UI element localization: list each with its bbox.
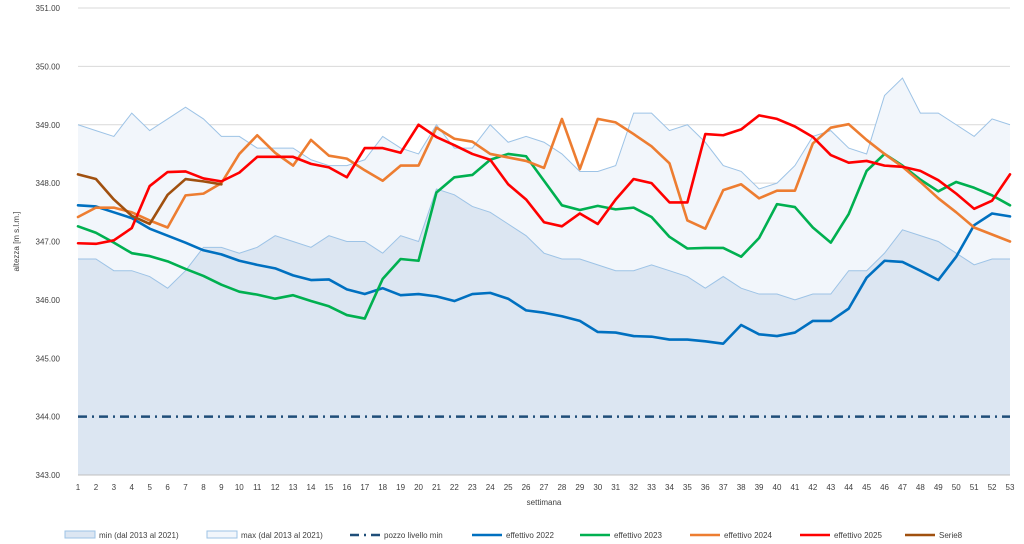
x-tick-label: 24 <box>486 483 495 492</box>
legend-label-effettivo-2025: effettivo 2025 <box>834 531 882 540</box>
x-tick-label: 51 <box>970 483 979 492</box>
x-tick-label: 35 <box>683 483 692 492</box>
x-tick-label: 13 <box>289 483 298 492</box>
x-tick-label: 38 <box>737 483 746 492</box>
x-tick-label: 53 <box>1006 483 1015 492</box>
legend-label-effettivo-2023: effettivo 2023 <box>614 531 662 540</box>
x-tick-label: 43 <box>826 483 835 492</box>
x-tick-label: 39 <box>755 483 764 492</box>
x-tick-label: 18 <box>378 483 387 492</box>
x-tick-label: 45 <box>862 483 871 492</box>
x-tick-label: 44 <box>844 483 853 492</box>
range-areas <box>77 77 1011 476</box>
x-tick-label: 32 <box>629 483 638 492</box>
x-tick-label: 12 <box>271 483 280 492</box>
legend-label-min-dal-2013-al-2021-: min (dal 2013 al 2021) <box>99 531 179 540</box>
x-tick-label: 23 <box>468 483 477 492</box>
min-area-fill <box>78 188 1010 475</box>
legend-label-max-dal-2013-al-2021-: max (dal 2013 al 2021) <box>241 531 323 540</box>
x-tick-label: 49 <box>934 483 943 492</box>
effettivo-2022-line <box>76 204 1012 345</box>
x-tick-label: 6 <box>165 483 170 492</box>
x-tick-label: 42 <box>808 483 817 492</box>
y-axis-title: altezza [m s.l.m.] <box>12 211 21 271</box>
x-tick-label: 2 <box>94 483 99 492</box>
x-tick-label: 40 <box>773 483 782 492</box>
x-tick-label: 47 <box>898 483 907 492</box>
x-tick-label: 11 <box>253 483 262 492</box>
x-tick-label: 22 <box>450 483 459 492</box>
effettivo-2024-line <box>76 117 1012 243</box>
x-tick-label: 14 <box>307 483 316 492</box>
x-tick-label: 27 <box>540 483 549 492</box>
x-tick-label: 16 <box>342 483 351 492</box>
y-tick-label: 350.00 <box>36 62 61 71</box>
y-tick-label: 344.00 <box>36 413 61 422</box>
x-tick-label: 33 <box>647 483 656 492</box>
x-tick-label: 36 <box>701 483 710 492</box>
x-tick-label: 48 <box>916 483 925 492</box>
max-area-edge <box>77 77 1011 190</box>
x-tick-label: 30 <box>593 483 602 492</box>
effettivo-2023-line <box>76 152 1012 320</box>
y-tick-label: 347.00 <box>36 238 61 247</box>
x-tick-label: 26 <box>522 483 531 492</box>
x-tick-label: 21 <box>432 483 441 492</box>
legend-label-effettivo-2022: effettivo 2022 <box>506 531 554 540</box>
x-tick-label: 3 <box>112 483 117 492</box>
x-tick-label: 5 <box>147 483 152 492</box>
effettivo-2025-line <box>76 114 1012 246</box>
x-tick-label: 19 <box>396 483 405 492</box>
x-tick-label: 15 <box>324 483 333 492</box>
x-tick-label: 31 <box>611 483 620 492</box>
x-tick-labels: 1 2 3 4 5 6 7 8 9 10 11 12 13 14 15 16 17 18 19 20 21 22 23 24 2… <box>76 483 1015 492</box>
x-axis-title: settimana <box>527 498 562 507</box>
y-tick-label: 345.00 <box>36 354 61 363</box>
x-tick-label: 8 <box>201 483 206 492</box>
series-lines <box>76 114 1012 418</box>
legend-label-serie8: Serie8 <box>939 531 963 540</box>
x-tick-label: 46 <box>880 483 889 492</box>
x-tick-label: 29 <box>575 483 584 492</box>
x-tick-label: 41 <box>790 483 799 492</box>
x-tick-label: 1 <box>76 483 81 492</box>
min-area-edge <box>78 188 1010 301</box>
legend: min (dal 2013 al 2021) max (dal 2013 al 2… <box>64 530 963 540</box>
x-tick-label: 50 <box>952 483 961 492</box>
y-tick-label: 343.00 <box>36 471 61 480</box>
legend-swatch-min-dal-2013-al-2021- <box>64 530 96 539</box>
y-tick-labels: 343.00 344.00 345.00 346.00 347.00 348.00 349.… <box>36 4 61 480</box>
x-tick-label: 20 <box>414 483 423 492</box>
y-tick-label: 348.00 <box>36 179 61 188</box>
x-tick-label: 52 <box>988 483 997 492</box>
serie8-line <box>76 173 223 226</box>
x-tick-label: 34 <box>665 483 674 492</box>
x-tick-label: 37 <box>719 483 728 492</box>
legend-swatch-max-dal-2013-al-2021- <box>206 530 238 539</box>
x-tick-label: 17 <box>360 483 369 492</box>
legend-label-effettivo-2024: effettivo 2024 <box>724 531 772 540</box>
x-tick-label: 7 <box>183 483 188 492</box>
y-tick-label: 351.00 <box>36 4 61 13</box>
x-tick-label: 9 <box>219 483 224 492</box>
x-tick-label: 25 <box>504 483 513 492</box>
legend-label-pozzo-livello-min: pozzo livello min <box>384 531 443 540</box>
y-tick-label: 346.00 <box>36 296 61 305</box>
y-tick-label: 349.00 <box>36 121 61 130</box>
x-tick-label: 10 <box>235 483 244 492</box>
x-tick-label: 28 <box>557 483 566 492</box>
x-tick-label: 4 <box>130 483 135 492</box>
